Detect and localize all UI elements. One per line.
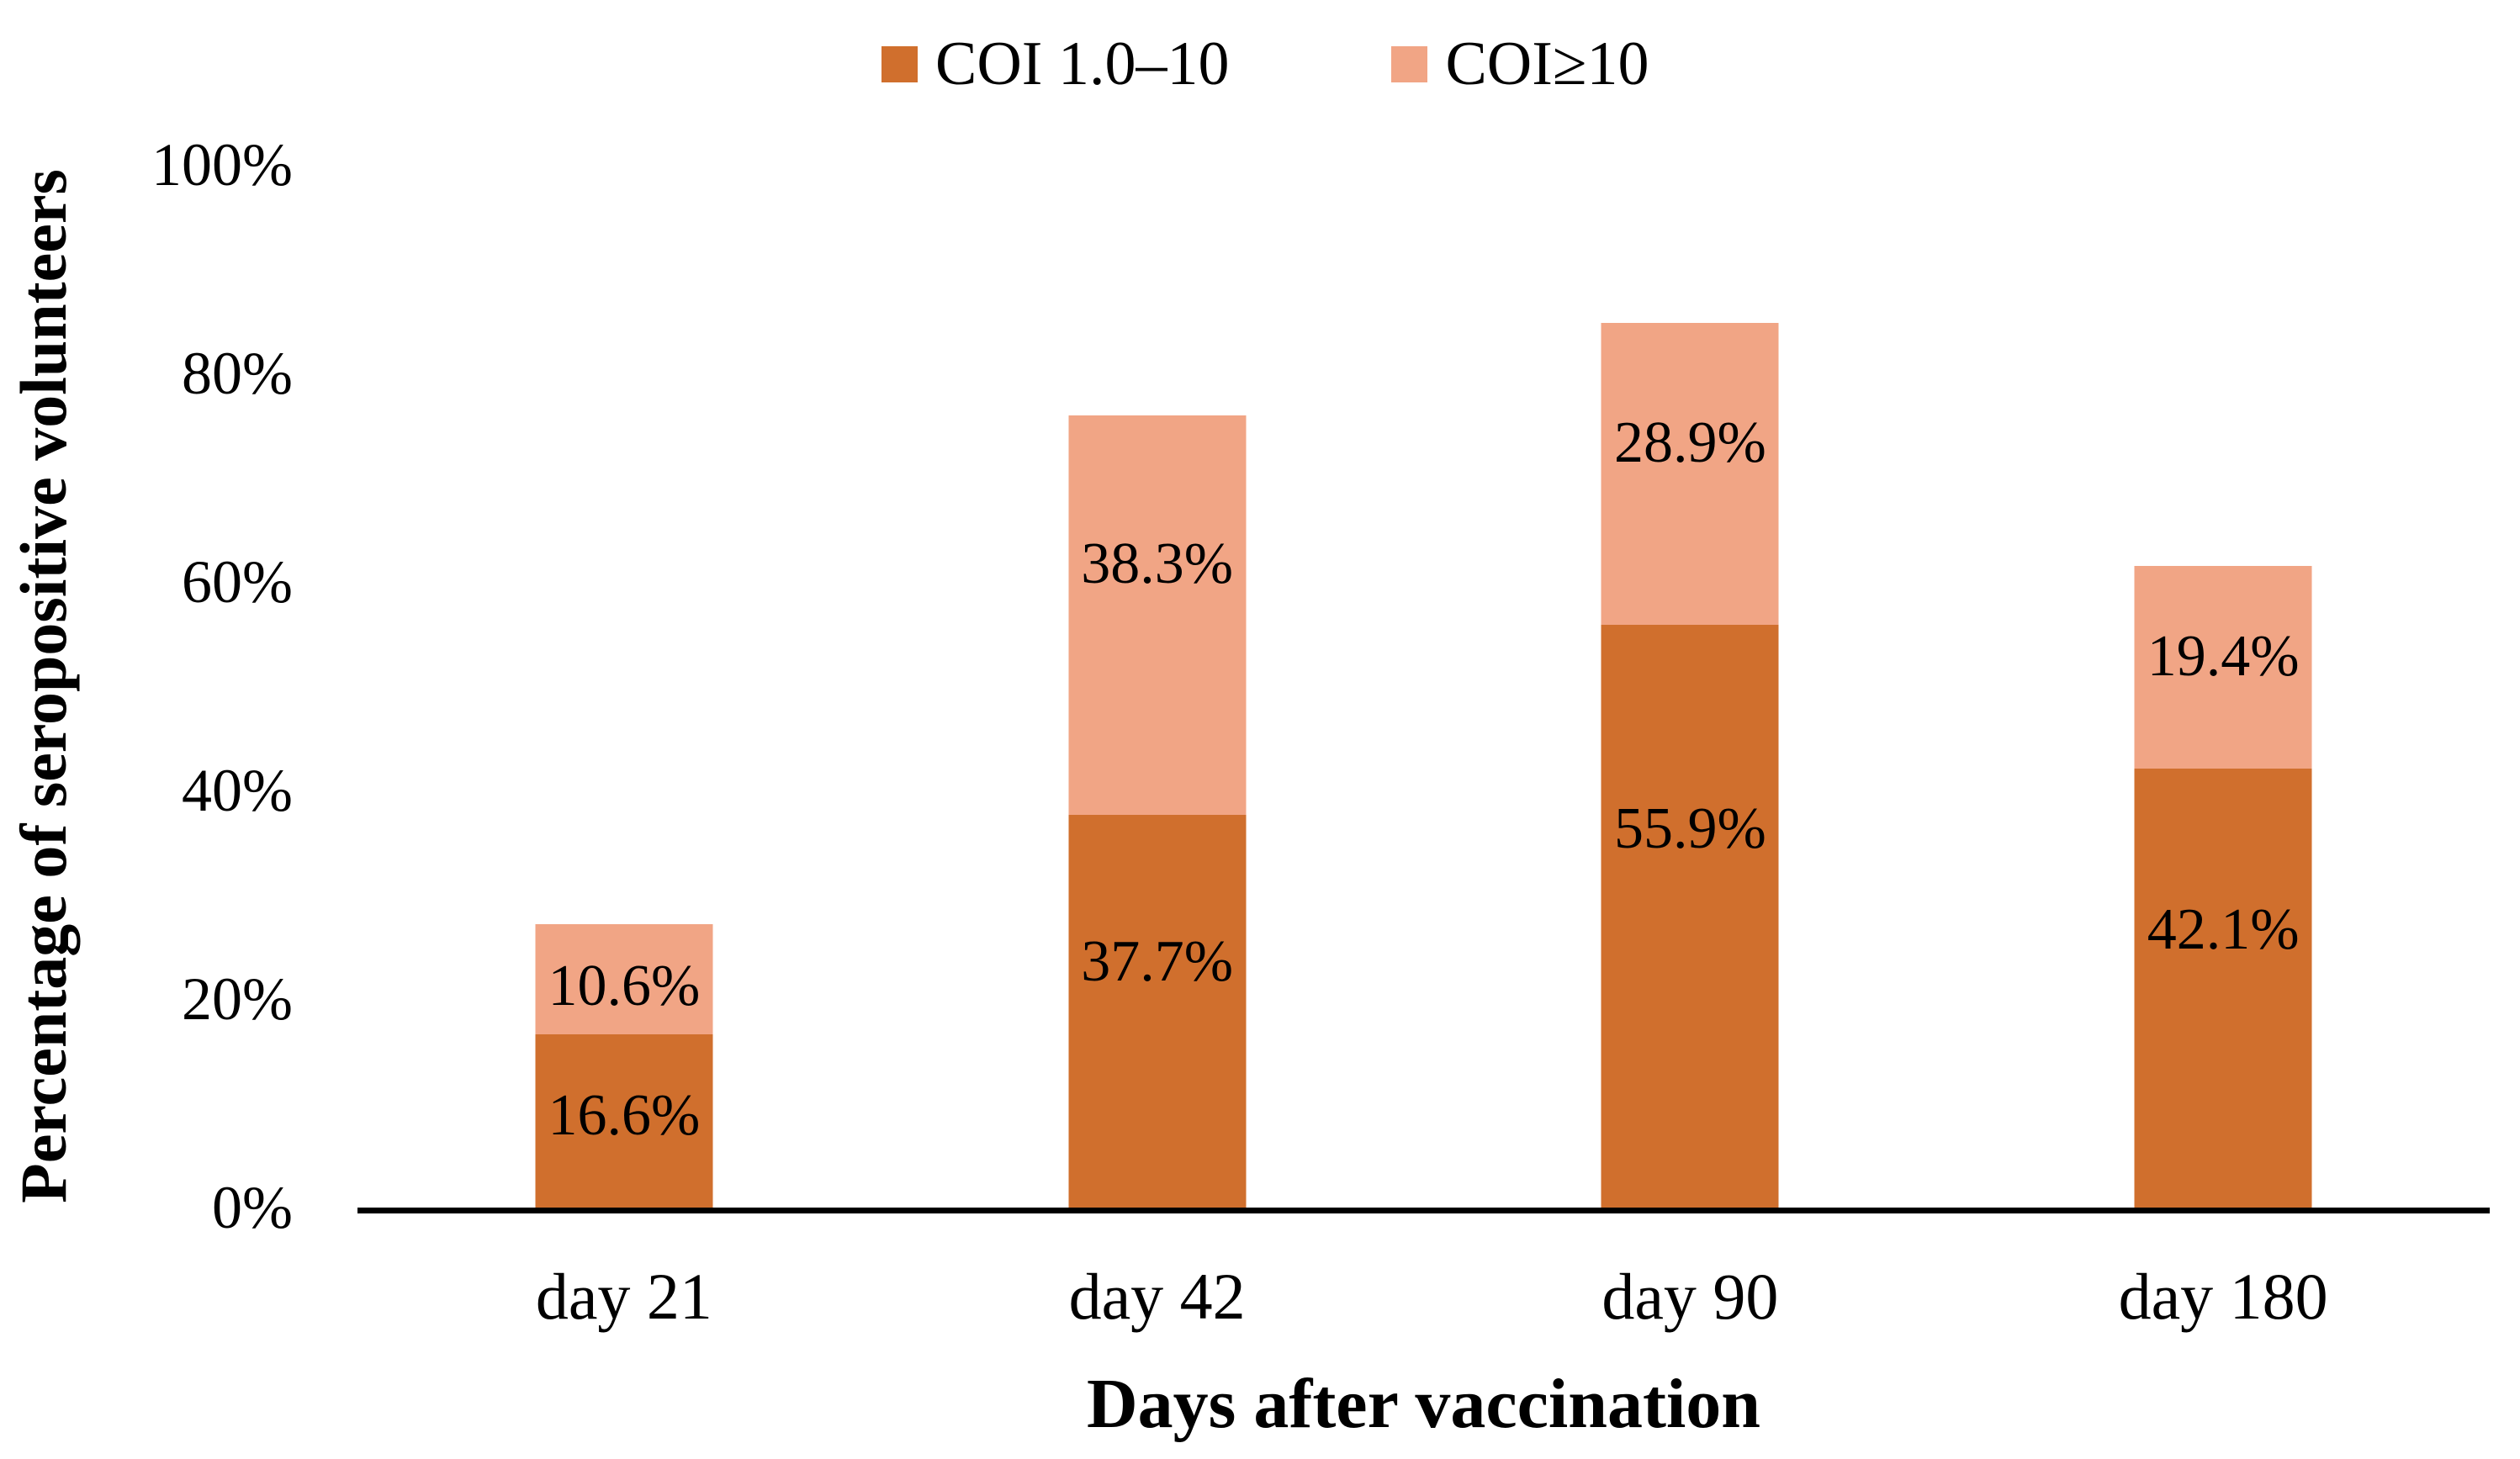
category-slot-day-90: 28.9% 55.9% day 90 xyxy=(1424,165,1957,1329)
legend-swatch-icon xyxy=(1391,45,1428,82)
segment-value-label: 38.3% xyxy=(1081,531,1234,597)
y-tick-label: 20% xyxy=(182,965,293,1033)
x-axis-title: Days after vaccination xyxy=(1087,1365,1760,1443)
stacked-bar-day-21: 10.6% 16.6% xyxy=(535,923,713,1208)
segment-value-label: 37.7% xyxy=(1081,928,1234,994)
bar-segment: 28.9% xyxy=(1601,323,1779,625)
y-tick-label: 60% xyxy=(182,548,293,616)
y-tick-label: 80% xyxy=(182,340,293,407)
segment-value-label: 28.9% xyxy=(1613,410,1766,475)
bar-segment: 42.1% xyxy=(2134,768,2312,1208)
bar-segment: 10.6% xyxy=(535,923,713,1035)
category-slot-day-21: 10.6% 16.6% day 21 xyxy=(357,165,891,1329)
segment-value-label: 16.6% xyxy=(548,1082,701,1148)
bar-segment: 55.9% xyxy=(1601,624,1779,1208)
plot-area: 10.6% 16.6% day 21 38.3% 37.7% day 42 28.9% 55.… xyxy=(357,165,2490,1329)
legend-swatch-icon xyxy=(881,45,918,82)
segment-value-label: 42.1% xyxy=(2147,896,2300,962)
legend-item: COI 1.0–10 xyxy=(881,25,1229,103)
x-tick-label: day 42 xyxy=(1068,1260,1246,1333)
y-tick-label: 0% xyxy=(212,1174,293,1241)
segment-value-label: 19.4% xyxy=(2147,623,2300,689)
category-slot-day-42: 38.3% 37.7% day 42 xyxy=(891,165,1424,1329)
legend-item: COI≥10 xyxy=(1391,25,1649,103)
bar-segment: 19.4% xyxy=(2134,566,2312,769)
x-tick-label: day 180 xyxy=(2118,1260,2328,1333)
stacked-bar-day-180: 19.4% 42.1% xyxy=(2134,566,2312,1208)
x-tick-label: day 90 xyxy=(1601,1260,1779,1333)
stacked-bar-day-42: 38.3% 37.7% xyxy=(1068,415,1247,1208)
x-tick-label: day 21 xyxy=(535,1260,712,1333)
y-tick-label: 100% xyxy=(151,131,293,198)
category-slot-day-180: 19.4% 42.1% day 180 xyxy=(1956,165,2490,1329)
legend-label: COI 1.0–10 xyxy=(935,29,1230,98)
y-axis-tick-labels: 0% 20% 40% 60% 80% 100% xyxy=(0,135,326,1238)
bar-segment: 16.6% xyxy=(535,1034,713,1208)
stacked-bar-day-90: 28.9% 55.9% xyxy=(1601,323,1779,1208)
segment-value-label: 10.6% xyxy=(548,954,701,1019)
bar-segment: 37.7% xyxy=(1068,814,1247,1208)
segment-value-label: 55.9% xyxy=(1613,796,1766,861)
legend-label: COI≥10 xyxy=(1445,29,1649,98)
bar-segment: 38.3% xyxy=(1068,415,1247,815)
y-tick-label: 40% xyxy=(182,757,293,824)
legend: COI 1.0–10 COI≥10 xyxy=(881,25,1649,103)
